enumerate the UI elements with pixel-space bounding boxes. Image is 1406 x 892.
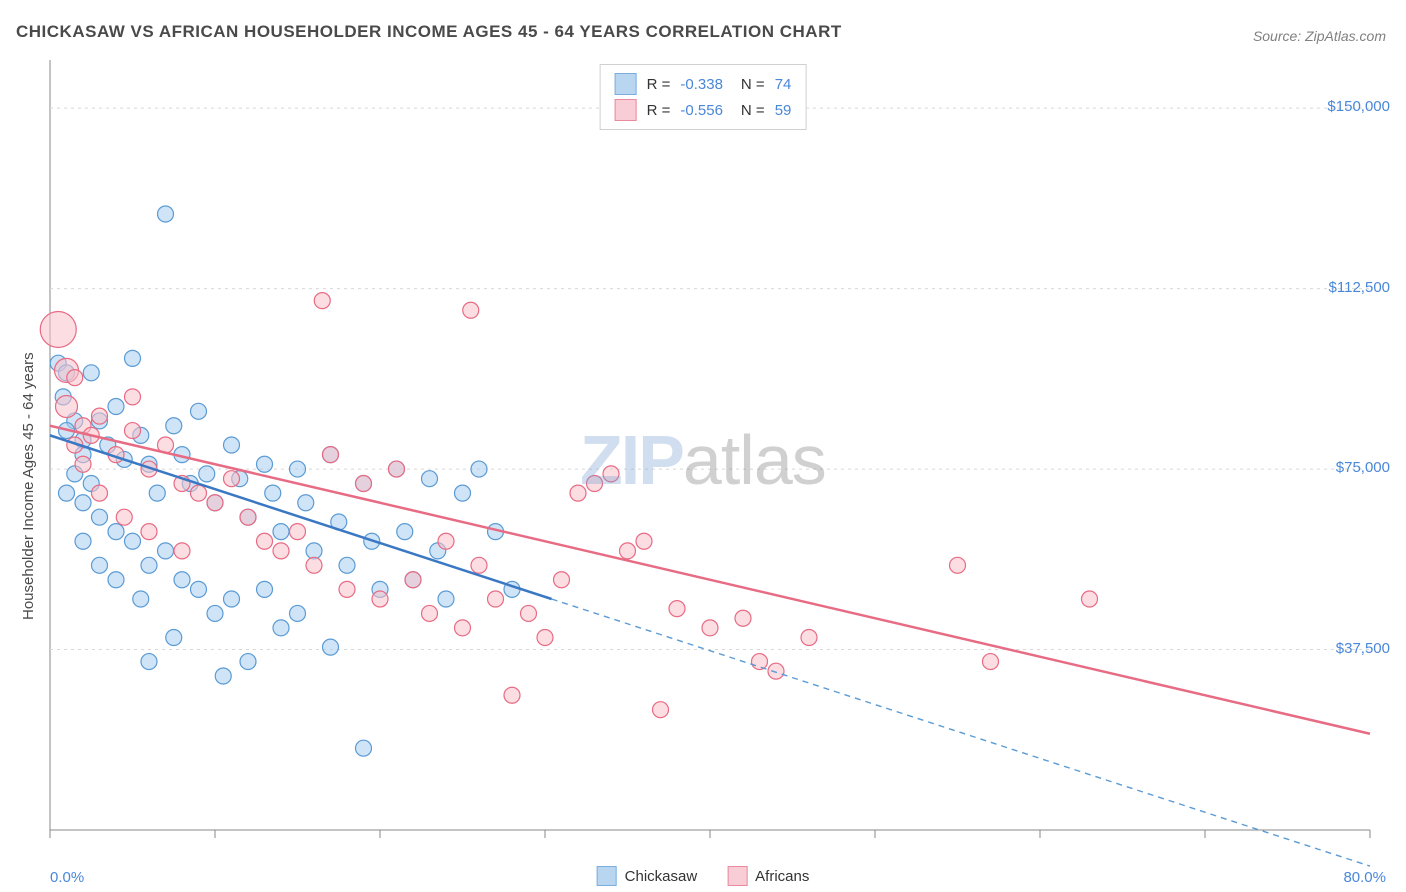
legend-swatch: [727, 866, 747, 886]
legend-item: Chickasaw: [597, 866, 698, 886]
legend-r-label: R =: [647, 76, 671, 93]
legend-swatch: [615, 73, 637, 95]
legend-row: R = -0.556 N = 59: [615, 97, 792, 123]
legend-r-label: R =: [647, 102, 671, 119]
legend-r-value: -0.338: [680, 76, 723, 93]
y-axis-tick-label: $75,000: [1336, 459, 1390, 476]
legend-r-value: -0.556: [680, 102, 723, 119]
y-axis-tick-label: $112,500: [1329, 279, 1390, 296]
legend-n-value: 59: [775, 102, 792, 119]
legend-swatch: [597, 866, 617, 886]
x-axis-max-label: 80.0%: [1343, 869, 1386, 886]
legend-label: Africans: [755, 868, 809, 885]
legend-swatch: [615, 99, 637, 121]
legend-n-value: 74: [775, 76, 792, 93]
correlation-legend: R = -0.338 N = 74 R = -0.556 N = 59: [600, 64, 807, 130]
legend-label: Chickasaw: [625, 868, 698, 885]
legend-row: R = -0.338 N = 74: [615, 71, 792, 97]
y-axis-tick-label: $37,500: [1336, 640, 1390, 657]
series-legend: Chickasaw Africans: [597, 866, 810, 886]
x-axis-min-label: 0.0%: [50, 869, 84, 886]
y-axis-tick-label: $150,000: [1327, 98, 1390, 115]
legend-n-label: N =: [741, 76, 765, 93]
legend-item: Africans: [727, 866, 809, 886]
legend-n-label: N =: [741, 102, 765, 119]
scatter-chart: [0, 0, 1406, 892]
